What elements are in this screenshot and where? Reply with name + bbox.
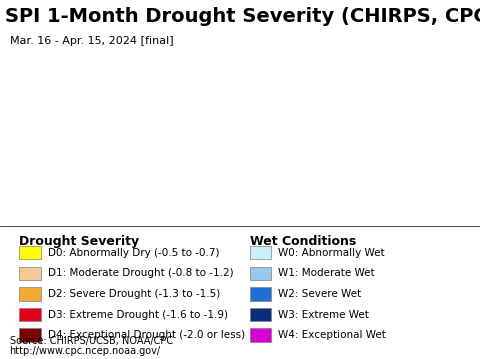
Text: D2: Severe Drought (-1.3 to -1.5): D2: Severe Drought (-1.3 to -1.5) — [48, 289, 220, 299]
FancyBboxPatch shape — [250, 287, 271, 300]
Text: W4: Exceptional Wet: W4: Exceptional Wet — [278, 330, 386, 340]
FancyBboxPatch shape — [19, 267, 41, 280]
FancyBboxPatch shape — [250, 308, 271, 321]
FancyBboxPatch shape — [250, 246, 271, 259]
Text: W0: Abnormally Wet: W0: Abnormally Wet — [278, 248, 385, 258]
Text: D1: Moderate Drought (-0.8 to -1.2): D1: Moderate Drought (-0.8 to -1.2) — [48, 268, 234, 278]
FancyBboxPatch shape — [250, 267, 271, 280]
FancyBboxPatch shape — [19, 246, 41, 259]
FancyBboxPatch shape — [19, 308, 41, 321]
Text: http://www.cpc.ncep.noaa.gov/: http://www.cpc.ncep.noaa.gov/ — [10, 346, 161, 356]
FancyBboxPatch shape — [19, 328, 41, 342]
Text: Wet Conditions: Wet Conditions — [250, 236, 356, 248]
Text: D0: Abnormally Dry (-0.5 to -0.7): D0: Abnormally Dry (-0.5 to -0.7) — [48, 248, 219, 258]
Text: Mar. 16 - Apr. 15, 2024 [final]: Mar. 16 - Apr. 15, 2024 [final] — [10, 36, 173, 46]
Text: Drought Severity: Drought Severity — [19, 236, 139, 248]
Text: D4: Exceptional Drought (-2.0 or less): D4: Exceptional Drought (-2.0 or less) — [48, 330, 245, 340]
Text: W2: Severe Wet: W2: Severe Wet — [278, 289, 361, 299]
FancyBboxPatch shape — [19, 287, 41, 300]
Text: SPI 1-Month Drought Severity (CHIRPS, CPC): SPI 1-Month Drought Severity (CHIRPS, CP… — [5, 7, 480, 26]
Text: D3: Extreme Drought (-1.6 to -1.9): D3: Extreme Drought (-1.6 to -1.9) — [48, 309, 228, 320]
Text: W1: Moderate Wet: W1: Moderate Wet — [278, 268, 375, 278]
Text: Source: CHIRPS/UCSB, NOAA/CPC: Source: CHIRPS/UCSB, NOAA/CPC — [10, 336, 173, 346]
FancyBboxPatch shape — [250, 328, 271, 342]
Text: W3: Extreme Wet: W3: Extreme Wet — [278, 309, 369, 320]
